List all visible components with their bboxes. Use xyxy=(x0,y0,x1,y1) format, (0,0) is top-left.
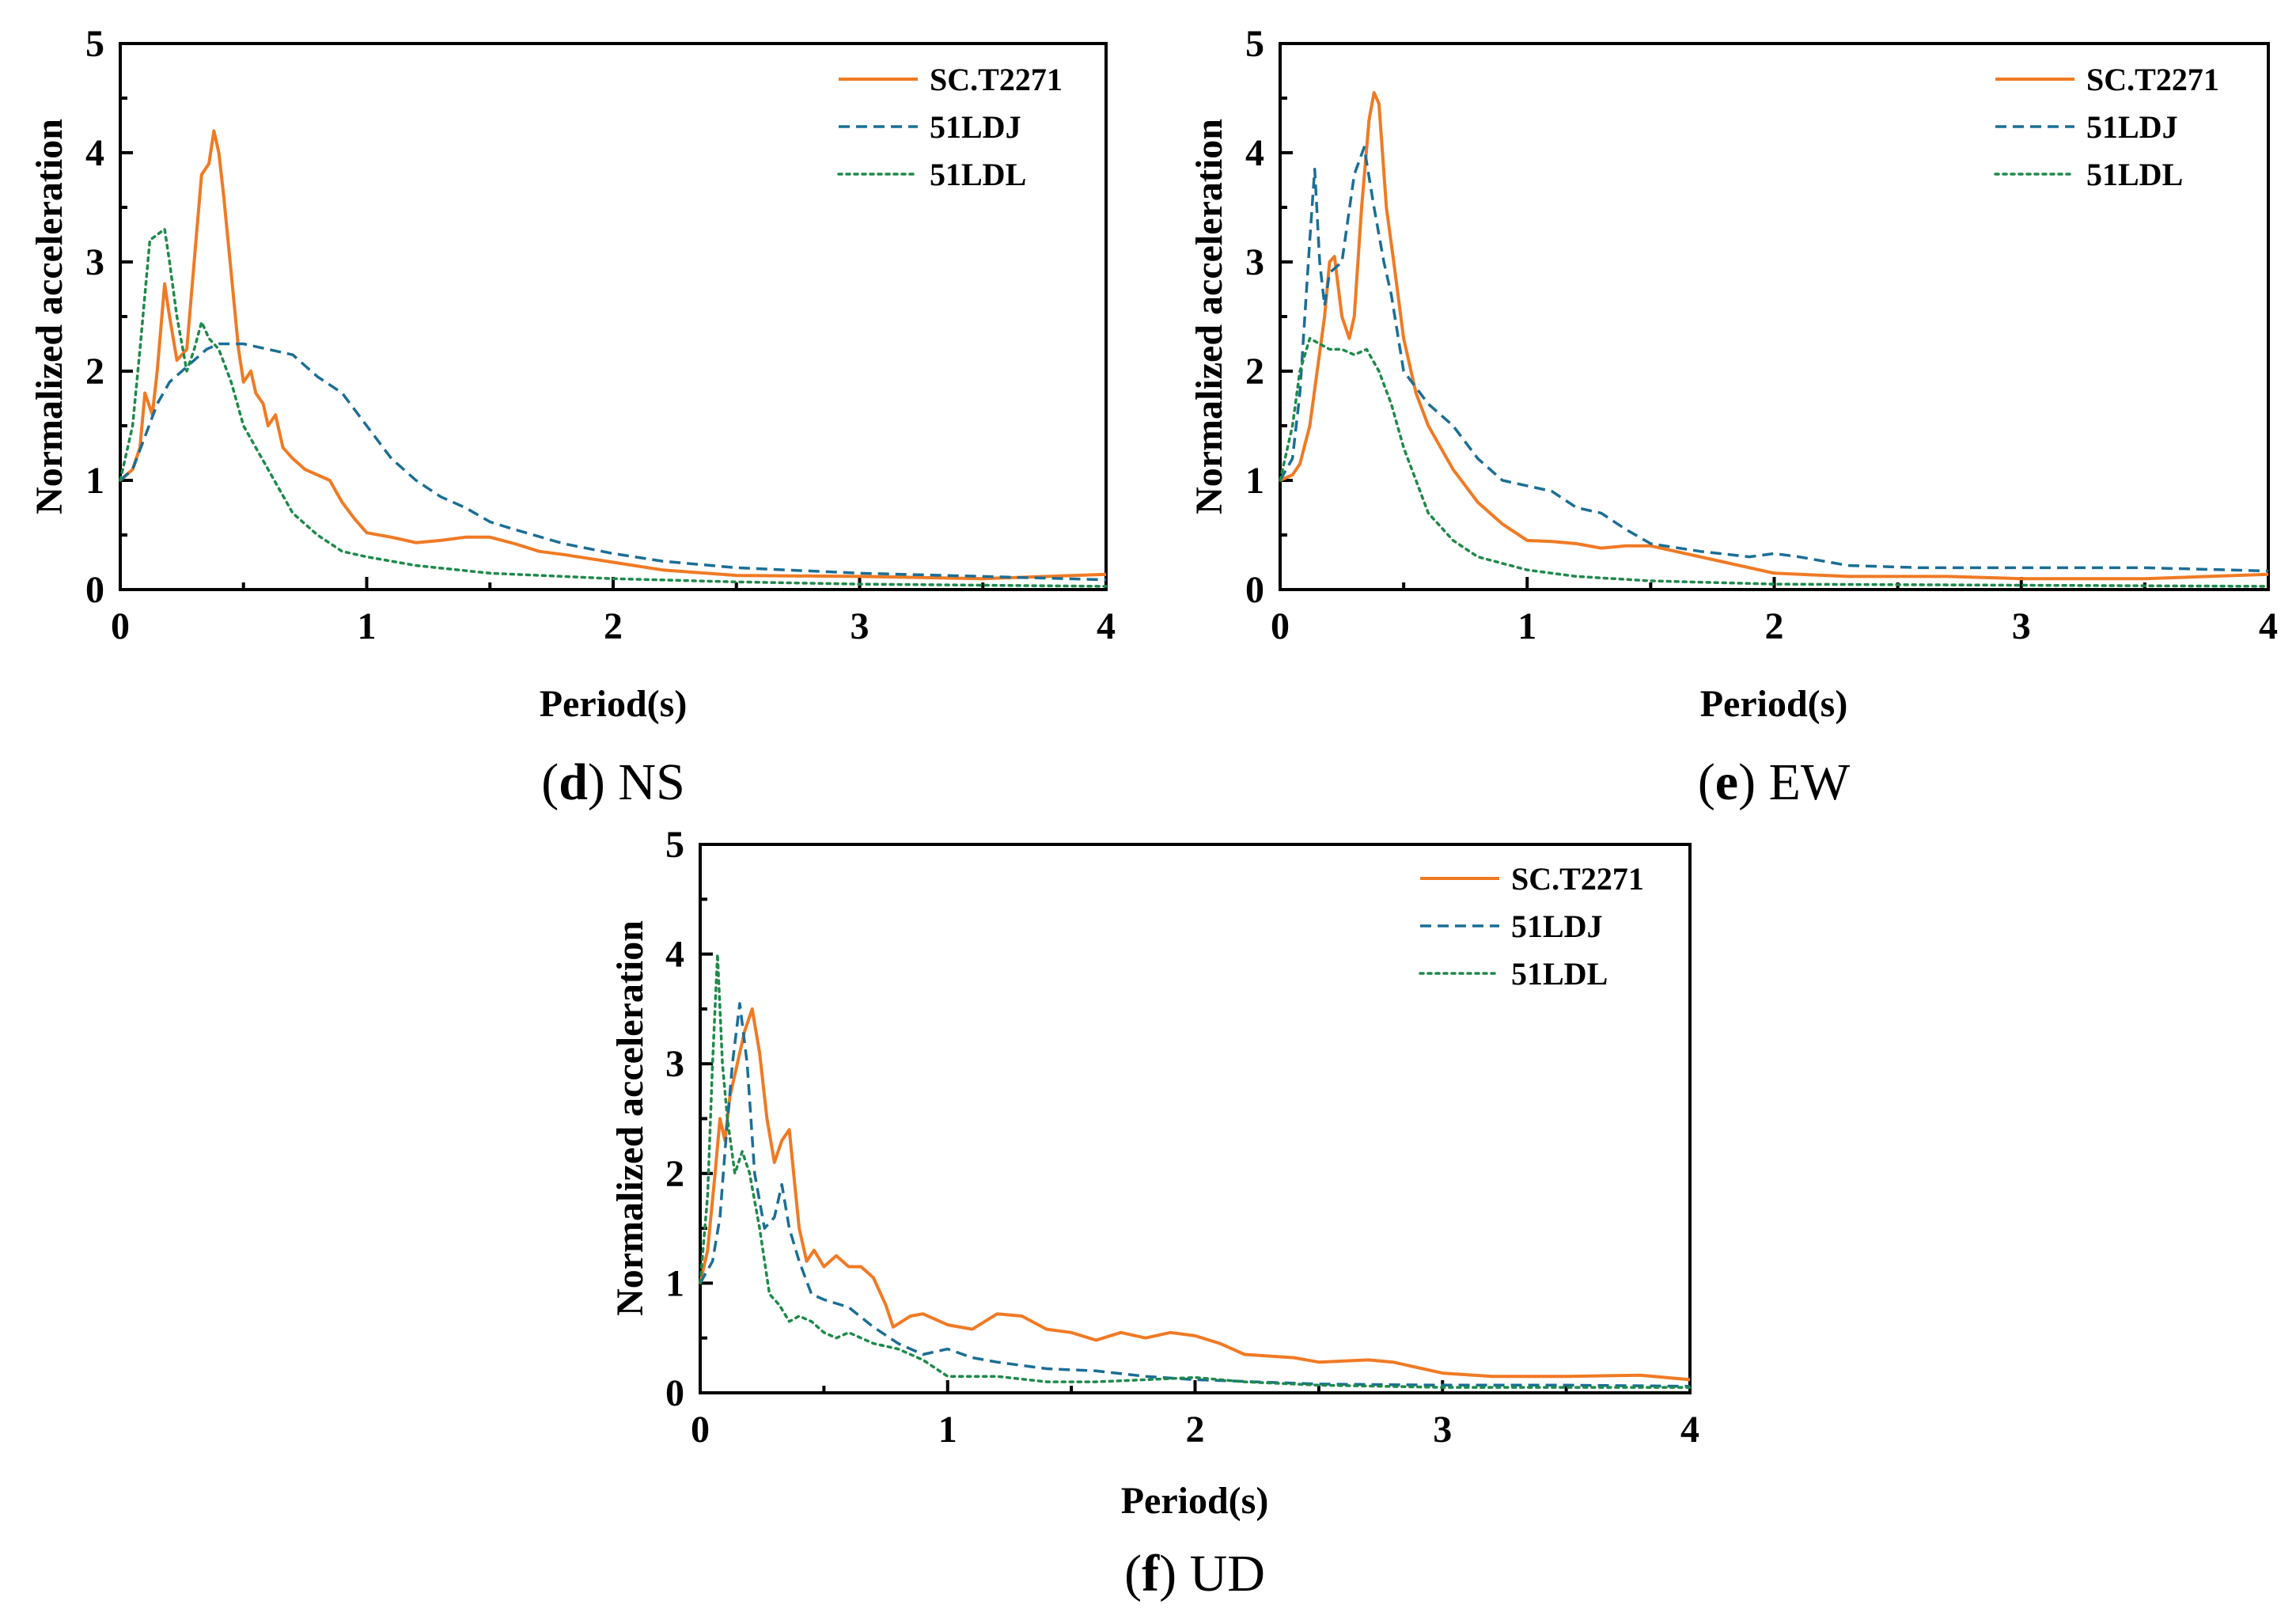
caption-text: UD xyxy=(1190,1545,1265,1603)
y-tick-label: 0 xyxy=(85,569,104,611)
y-tick-label: 2 xyxy=(1245,351,1264,393)
legend: SC.T2271 51LDJ 51LDL xyxy=(1419,861,1644,992)
x-tick-labels: 0 1 2 3 4 xyxy=(1271,605,2278,647)
caption-letter: d xyxy=(559,753,588,811)
legend: SC.T2271 51LDJ 51LDL xyxy=(1994,62,2219,192)
legend-label: 51LDL xyxy=(1511,956,1608,992)
y-tick-label: 2 xyxy=(85,351,104,393)
series-line-51ldl xyxy=(699,952,1692,1389)
series-line-sc-t2271 xyxy=(1279,91,2269,581)
y-tick-label: 3 xyxy=(665,1043,684,1085)
series-line-51ldj xyxy=(699,1002,1691,1388)
x-tick-labels: 0 1 2 3 4 xyxy=(111,605,1116,647)
panel-caption: (e) EW xyxy=(1698,753,1851,811)
legend-label: SC.T2271 xyxy=(1511,861,1644,897)
caption-text: EW xyxy=(1769,753,1851,811)
x-tick-label: 3 xyxy=(2012,605,2031,647)
y-tick-label: 4 xyxy=(1245,132,1264,174)
x-tick-label: 3 xyxy=(1433,1409,1452,1451)
x-axis-label: Period(s) xyxy=(1700,683,1848,725)
series-layer xyxy=(699,952,1692,1389)
y-tick-label: 4 xyxy=(85,132,104,174)
legend-label: 51LDL xyxy=(2086,157,2183,192)
y-tick-label: 1 xyxy=(85,460,104,502)
y-tick-labels: 0 1 2 3 4 5 xyxy=(665,824,684,1414)
x-tick-label: 3 xyxy=(851,605,870,647)
y-tick-labels: 0 1 2 3 4 5 xyxy=(1245,23,1264,611)
series-layer xyxy=(1279,91,2270,588)
series-line-51ldj xyxy=(1279,146,2269,573)
panel-f: 0 1 2 3 4 0 1 2 3 4 5 Period(s) Normaliz… xyxy=(609,824,1699,1603)
panel-caption: (d) NS xyxy=(541,753,685,811)
x-tick-label: 4 xyxy=(2259,605,2278,647)
x-tick-label: 0 xyxy=(111,605,130,647)
y-tick-label: 5 xyxy=(85,23,104,65)
y-axis-label: Normalized acceleration xyxy=(609,920,651,1316)
x-tick-label: 2 xyxy=(604,605,623,647)
x-tick-label: 4 xyxy=(1680,1409,1699,1451)
panel-e: 0 1 2 3 4 0 1 2 3 4 5 Period(s) Normaliz… xyxy=(1188,23,2278,811)
panel-d: 0 1 2 3 4 0 1 2 3 4 5 Period(s) Normaliz… xyxy=(28,23,1116,811)
x-tick-labels: 0 1 2 3 4 xyxy=(691,1409,1699,1451)
x-tick-label: 1 xyxy=(938,1409,957,1451)
x-axis-label: Period(s) xyxy=(1121,1480,1269,1522)
x-tick-label: 2 xyxy=(1186,1409,1205,1451)
y-tick-label: 4 xyxy=(665,934,684,976)
legend-label: SC.T2271 xyxy=(930,62,1063,97)
series-line-51ldl xyxy=(119,227,1108,588)
y-tick-labels: 0 1 2 3 4 5 xyxy=(85,23,104,611)
caption-text: NS xyxy=(618,753,684,811)
legend-label: 51LDJ xyxy=(930,109,1021,145)
y-tick-label: 0 xyxy=(665,1372,684,1414)
legend-label: SC.T2271 xyxy=(2086,62,2219,97)
y-tick-label: 1 xyxy=(665,1262,684,1304)
x-tick-label: 4 xyxy=(1097,605,1116,647)
y-tick-label: 3 xyxy=(85,241,104,283)
y-tick-label: 5 xyxy=(1245,23,1264,65)
x-tick-label: 1 xyxy=(358,605,377,647)
caption-letter: e xyxy=(1715,753,1738,811)
series-layer xyxy=(119,129,1108,588)
y-tick-label: 2 xyxy=(665,1153,684,1195)
x-axis-label: Period(s) xyxy=(540,683,688,725)
series-line-51ldl xyxy=(1279,336,2270,588)
y-tick-label: 0 xyxy=(1245,569,1264,611)
caption-letter: f xyxy=(1142,1545,1160,1603)
legend: SC.T2271 51LDJ 51LDL xyxy=(837,62,1063,192)
y-tick-label: 1 xyxy=(1245,460,1264,502)
y-axis-label: Normalized acceleration xyxy=(28,119,70,514)
x-tick-label: 0 xyxy=(691,1409,710,1451)
series-line-sc-t2271 xyxy=(119,129,1107,581)
axis-ticks xyxy=(699,843,1692,1394)
x-tick-label: 2 xyxy=(1765,605,1784,647)
y-tick-label: 3 xyxy=(1245,241,1264,283)
y-axis-label: Normalized acceleration xyxy=(1188,119,1230,514)
panel-caption: (f) UD xyxy=(1124,1545,1265,1603)
x-tick-label: 0 xyxy=(1271,605,1290,647)
series-line-51ldj xyxy=(119,342,1107,582)
legend-label: 51LDL xyxy=(930,157,1026,192)
y-tick-label: 5 xyxy=(665,824,684,866)
x-tick-label: 1 xyxy=(1517,605,1536,647)
series-line-sc-t2271 xyxy=(699,1007,1691,1382)
legend-label: 51LDJ xyxy=(2086,109,2178,145)
legend-label: 51LDJ xyxy=(1511,909,1603,944)
